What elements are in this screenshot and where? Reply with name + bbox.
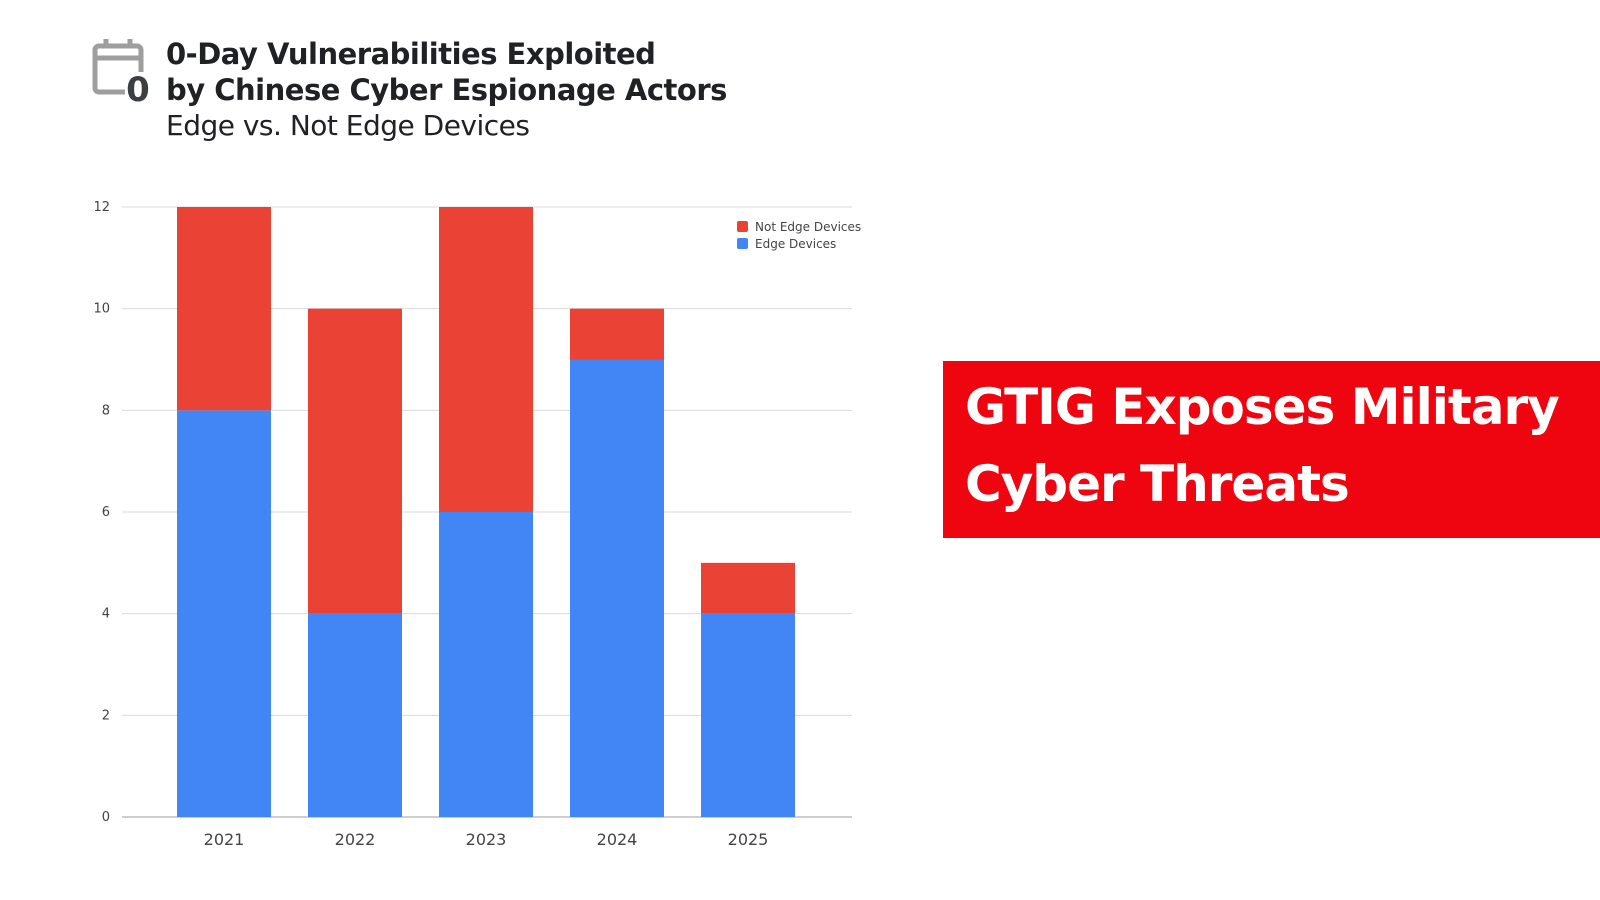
bar-not-edge-devices [570, 308, 664, 360]
y-tick-label: 2 [102, 708, 110, 723]
y-tick-label: 6 [102, 505, 110, 520]
bar-edge-devices [308, 613, 402, 817]
y-tick-label: 12 [93, 200, 110, 215]
bar-not-edge-devices [177, 207, 271, 411]
bar-edge-devices [177, 410, 271, 817]
bar-edge-devices [439, 512, 533, 817]
bar-edge-devices [570, 359, 664, 817]
headline-banner: GTIG Exposes Military Cyber Threats [943, 361, 1600, 538]
y-tick-label: 10 [93, 302, 110, 317]
icon-digit: 0 [126, 70, 150, 106]
legend-swatch [737, 238, 748, 249]
x-tick-label: 2021 [204, 830, 245, 849]
x-tick-label: 2022 [335, 830, 376, 849]
chart-title-line2: by Chinese Cyber Espionage Actors [166, 73, 727, 107]
y-tick-label: 8 [102, 403, 110, 418]
bar-edge-devices [701, 613, 795, 817]
x-tick-label: 2024 [597, 830, 638, 849]
bar-not-edge-devices [308, 308, 402, 614]
bar-not-edge-devices [439, 207, 533, 512]
stacked-bar-chart: 0 2 4 6 8 10 12 2021 2022 2023 2024 2025 Not Edge De… [93, 200, 861, 849]
chart-title-line1: 0-Day Vulnerabilities Exploited [166, 37, 656, 71]
chart-header: 0 0-Day Vulnerabilities Exploited by Chi… [92, 36, 727, 144]
y-tick-label: 4 [102, 607, 110, 622]
headline-line2: Cyber Threats [965, 455, 1350, 513]
chart-subtitle: Edge vs. Not Edge Devices [166, 109, 530, 142]
x-tick-label: 2025 [728, 830, 769, 849]
headline-line1: GTIG Exposes Military [965, 378, 1560, 436]
legend-swatch [737, 221, 748, 232]
y-tick-label: 0 [102, 810, 110, 825]
calendar-zero-icon: 0 [92, 36, 154, 110]
legend-label: Edge Devices [755, 237, 836, 251]
bar-not-edge-devices [701, 562, 795, 614]
legend-label: Not Edge Devices [755, 220, 861, 234]
x-tick-label: 2023 [466, 830, 507, 849]
